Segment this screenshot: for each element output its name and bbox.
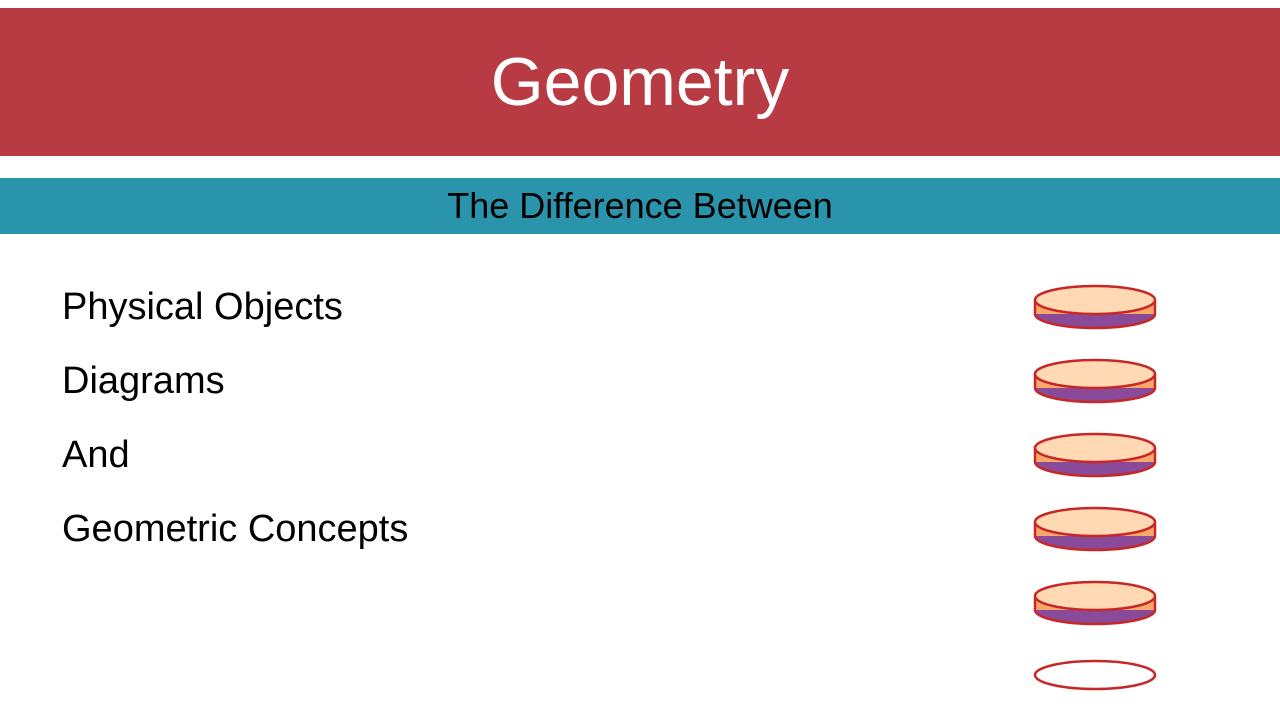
coin-icon xyxy=(1030,582,1160,624)
coin-icon xyxy=(1030,286,1160,328)
coin-icon xyxy=(1030,360,1160,402)
coin-icon xyxy=(1030,434,1160,476)
subtitle-bar: The Difference Between xyxy=(0,178,1280,234)
coin-icon xyxy=(1030,508,1160,550)
subtitle: The Difference Between xyxy=(447,185,833,227)
coin-stack xyxy=(1030,286,1160,694)
page-title: Geometry xyxy=(491,43,790,121)
title-bar: Geometry xyxy=(0,8,1280,156)
empty-ellipse-icon xyxy=(1030,656,1160,694)
